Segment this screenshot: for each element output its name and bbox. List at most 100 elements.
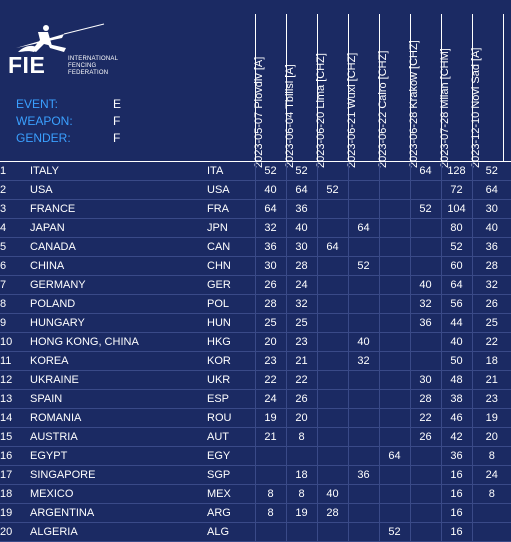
- points-cell: 25: [471, 313, 511, 333]
- points-cell: 23: [254, 351, 286, 371]
- header-divider: [317, 14, 318, 162]
- points-cell: [378, 484, 410, 504]
- table-row[interactable]: 11 KOREA KOR 23 21 32 50 18: [0, 351, 511, 371]
- country-name-cell: AUSTRIA: [30, 427, 207, 447]
- points-cell: [347, 522, 379, 542]
- points-cell: 28: [254, 294, 286, 314]
- header-divider: [379, 14, 380, 162]
- points-cell: [409, 522, 441, 542]
- points-cell: 8: [254, 503, 286, 523]
- table-row[interactable]: 18 MEXICO MEX 8 8 40 16 8: [0, 484, 511, 504]
- points-cell: [347, 180, 379, 200]
- points-cell: 52: [285, 162, 317, 181]
- points-cell: 64: [254, 199, 286, 219]
- points-cell: 23: [285, 332, 317, 352]
- table-row[interactable]: 12 UKRAINE UKR 22 22 30 48 21: [0, 370, 511, 390]
- rank-cell: 5: [0, 237, 30, 257]
- points-cell: [254, 465, 286, 485]
- points-cell: 21: [285, 351, 317, 371]
- table-row[interactable]: 2 USA USA 40 64 52 72 64: [0, 180, 511, 200]
- table-row[interactable]: 20 ALGERIA ALG 52 16: [0, 522, 511, 542]
- country-code-cell: ESP: [207, 389, 255, 409]
- points-cell: [378, 199, 410, 219]
- table-row[interactable]: 16 EGYPT EGY 64 36 8: [0, 446, 511, 466]
- points-cell: [347, 199, 379, 219]
- points-cell: [316, 370, 348, 390]
- rank-cell: 12: [0, 370, 30, 390]
- points-cell: [378, 389, 410, 409]
- table-row[interactable]: 5 CANADA CAN 36 30 64 52 36: [0, 237, 511, 257]
- country-name-cell: KOREA: [30, 351, 207, 371]
- country-name-cell: ROMANIA: [30, 408, 207, 428]
- weapon-label: WEAPON:: [16, 114, 73, 128]
- table-row[interactable]: 1 ITALY ITA 52 52 64 128 52: [0, 162, 511, 181]
- country-name-cell: UKRAINE: [30, 370, 207, 390]
- points-cell: 64: [471, 180, 511, 200]
- points-cell: [378, 370, 410, 390]
- points-cell: 30: [285, 237, 317, 257]
- country-code-cell: CAN: [207, 237, 255, 257]
- country-code-cell: CHN: [207, 256, 255, 276]
- points-cell: 24: [254, 389, 286, 409]
- table-row[interactable]: 8 POLAND POL 28 32 32 56 26: [0, 294, 511, 314]
- points-cell: 52: [254, 162, 286, 181]
- header-divider: [286, 14, 287, 162]
- points-cell: 52: [440, 237, 472, 257]
- points-cell: [316, 162, 348, 181]
- rank-cell: 4: [0, 218, 30, 238]
- country-code-cell: ARG: [207, 503, 255, 523]
- country-code-cell: HKG: [207, 332, 255, 352]
- points-cell: 22: [254, 370, 286, 390]
- table-row[interactable]: 10 HONG KONG, CHINA HKG 20 23 40 40 22: [0, 332, 511, 352]
- points-cell: [409, 446, 441, 466]
- points-cell: [471, 503, 511, 523]
- country-name-cell: CHINA: [30, 256, 207, 276]
- points-cell: [316, 465, 348, 485]
- points-cell: [378, 465, 410, 485]
- points-cell: 40: [440, 332, 472, 352]
- points-cell: 24: [471, 465, 511, 485]
- points-cell: [347, 446, 379, 466]
- country-name-cell: GERMANY: [30, 275, 207, 295]
- country-code-cell: ITA: [207, 162, 255, 181]
- points-cell: [316, 427, 348, 447]
- points-cell: 104: [440, 199, 472, 219]
- header-divider: [410, 14, 411, 162]
- country-name-cell: USA: [30, 180, 207, 200]
- table-row[interactable]: 19 ARGENTINA ARG 8 19 28 16: [0, 503, 511, 523]
- table-row[interactable]: 3 FRANCE FRA 64 36 52 104 30: [0, 199, 511, 219]
- points-cell: 28: [471, 256, 511, 276]
- points-cell: [378, 503, 410, 523]
- points-cell: 21: [254, 427, 286, 447]
- table-row[interactable]: 14 ROMANIA ROU 19 20 22 46 19: [0, 408, 511, 428]
- points-cell: 20: [285, 408, 317, 428]
- header-divider: [472, 14, 473, 162]
- country-code-cell: UKR: [207, 370, 255, 390]
- country-name-cell: HONG KONG, CHINA: [30, 332, 207, 352]
- points-cell: [316, 351, 348, 371]
- table-row[interactable]: 15 AUSTRIA AUT 21 8 26 42 20: [0, 427, 511, 447]
- points-cell: 16: [440, 503, 472, 523]
- table-row[interactable]: 7 GERMANY GER 26 24 40 64 32: [0, 275, 511, 295]
- points-cell: [254, 446, 286, 466]
- points-cell: [409, 503, 441, 523]
- points-cell: 26: [471, 294, 511, 314]
- points-cell: 18: [471, 351, 511, 371]
- table-row[interactable]: 17 SINGAPORE SGP 18 36 16 24: [0, 465, 511, 485]
- table-row[interactable]: 4 JAPAN JPN 32 40 64 80 40: [0, 218, 511, 238]
- table-row[interactable]: 13 SPAIN ESP 24 26 28 38 23: [0, 389, 511, 409]
- table-row[interactable]: 6 CHINA CHN 30 28 52 60 28: [0, 256, 511, 276]
- country-code-cell: MEX: [207, 484, 255, 504]
- country-name-cell: POLAND: [30, 294, 207, 314]
- points-cell: [347, 503, 379, 523]
- fie-fencer-logo: [16, 23, 105, 52]
- points-cell: [378, 332, 410, 352]
- points-cell: 56: [440, 294, 472, 314]
- points-cell: [378, 351, 410, 371]
- points-cell: 50: [440, 351, 472, 371]
- table-row[interactable]: 9 HUNGARY HUN 25 25 36 44 25: [0, 313, 511, 333]
- points-cell: 32: [285, 294, 317, 314]
- logo-subtitle: INTERNATIONAL FENCING FEDERATION: [68, 56, 119, 76]
- points-cell: [316, 446, 348, 466]
- country-code-cell: SGP: [207, 465, 255, 485]
